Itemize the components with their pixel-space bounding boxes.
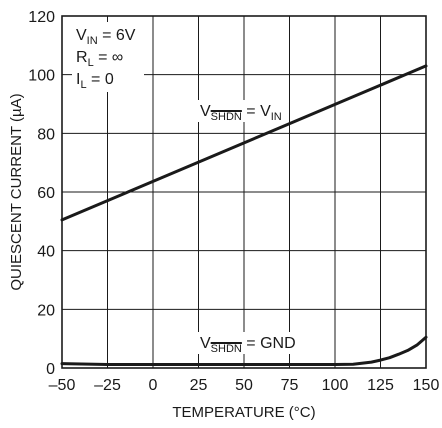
tick-labels: –50 –25 0 25 50 75 100 125 150 0 20 40 60 80 100 120 [28,9,439,394]
y-tick-label: 40 [37,244,55,261]
series-label-2: VSHDN = GND [200,335,296,355]
series-layer [60,64,428,366]
series-label-background [197,332,299,354]
x-tick-label: –25 [94,377,121,394]
plot-frame [61,15,427,369]
x-tick-label: 25 [190,377,208,394]
y-tick-label: 100 [28,68,55,85]
y-tick-label: 20 [37,302,55,319]
x-tick-label: 0 [149,377,158,394]
condition-1: VIN = 6V [76,27,136,47]
condition-2: RL = ∞ [76,49,123,69]
x-tick-label: 50 [235,377,253,394]
series-label-1: VSHDN = VIN [200,103,282,123]
x-tick-label: 150 [413,377,440,394]
y-tick-label: 80 [37,126,55,143]
y-tick-label: 120 [28,9,55,26]
series-line-2 [60,335,428,366]
x-tick-label: 75 [281,377,299,394]
series-labels: VSHDN = VIN VSHDN = GND [197,100,299,355]
y-tick-label: 0 [46,361,55,378]
series-line-1 [60,64,428,222]
condition-3: IL = 0 [76,71,114,91]
x-axis-label: TEMPERATURE (°C) [172,404,315,421]
y-tick-label: 60 [37,185,55,202]
x-tick-label: 125 [367,377,394,394]
conditions-background [72,22,144,92]
x-tick-label: –50 [49,377,76,394]
y-axis-label: QUIESCENT CURRENT (µA) [8,93,25,290]
x-tick-label: 100 [322,377,349,394]
